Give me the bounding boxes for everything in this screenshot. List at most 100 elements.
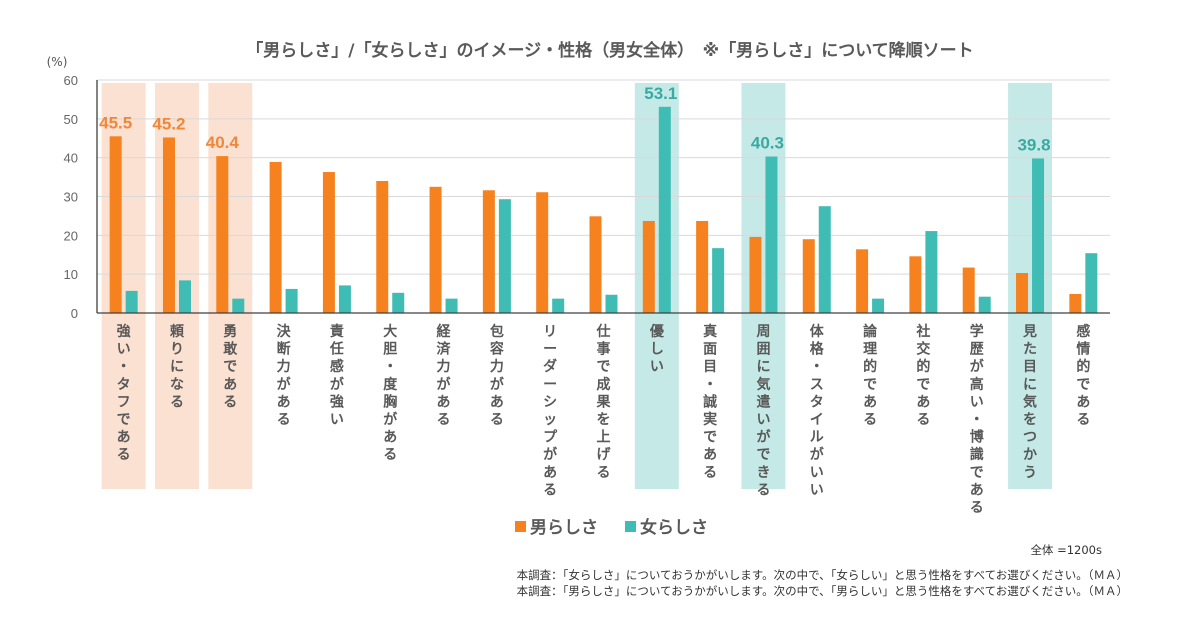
category-label-char: あ <box>916 394 930 410</box>
legend-swatch-female <box>625 521 636 532</box>
highlight-band <box>634 83 679 489</box>
category-label-char: 囲 <box>756 342 770 358</box>
category-label-char: が <box>543 446 558 463</box>
bar-male <box>322 172 335 313</box>
category-label-char: あ <box>863 394 877 410</box>
category-label-char: る <box>383 447 397 463</box>
category-label-char: 仕 <box>596 323 611 340</box>
category-label-char: い <box>117 342 131 358</box>
y-tick-label: 50 <box>64 112 78 127</box>
category-label-char: あ <box>277 394 291 410</box>
category-label-char: 経 <box>437 323 452 340</box>
y-tick-label: 20 <box>64 228 78 243</box>
category-label-char: る <box>597 465 611 481</box>
category-label-char: ー <box>543 377 557 393</box>
category-label-char: る <box>1076 412 1090 428</box>
category-label-char: 実 <box>703 411 717 428</box>
category-label-char: 胆 <box>383 342 397 358</box>
category-label-char: が <box>330 376 345 393</box>
category-label-char: 誠 <box>703 393 717 410</box>
bar-male <box>1069 293 1082 313</box>
category-label-char: 決 <box>277 323 292 340</box>
category-label-char: を <box>597 412 611 428</box>
category-label-char: る <box>437 412 451 428</box>
category-label-char: ・ <box>117 359 131 375</box>
data-label: 45.5 <box>99 113 132 132</box>
category-label-char: 力 <box>437 358 451 375</box>
bars <box>109 106 1098 313</box>
category-label-char: で <box>863 377 877 393</box>
category-label-char: る <box>756 482 770 498</box>
bar-male <box>429 186 442 313</box>
y-tick-label: 0 <box>71 306 78 321</box>
bar-male <box>162 137 175 313</box>
category-label-char: 論 <box>863 323 878 340</box>
y-tick-label: 10 <box>64 267 78 282</box>
category-label-char: タ <box>810 394 824 410</box>
category-label-char: 的 <box>1076 358 1090 375</box>
category-label-char: あ <box>970 482 984 498</box>
bar-female <box>925 231 938 313</box>
category-label-char: 感 <box>330 358 344 375</box>
category-label-char: ダ <box>543 358 557 375</box>
bar-female <box>1085 253 1098 313</box>
bar-female <box>658 106 671 313</box>
category-label-char: な <box>170 377 184 393</box>
bar-male <box>962 267 975 313</box>
y-axis-ticks: 0 10 20 30 40 50 60 <box>64 73 78 321</box>
bar-female <box>445 298 458 313</box>
category-label-char: る <box>703 465 717 481</box>
highlight-band <box>1008 83 1053 489</box>
category-label-char: 断 <box>277 341 291 358</box>
y-axis-unit: (%) <box>47 55 68 69</box>
category-label-char: 上 <box>597 430 611 446</box>
category-label-char: を <box>1023 412 1037 428</box>
category-label-char: る <box>223 394 237 410</box>
bar-male <box>536 192 549 313</box>
category-label-char: る <box>170 394 184 410</box>
category-label-char: で <box>1076 377 1090 393</box>
bar-female <box>872 298 885 313</box>
bar-male <box>376 180 389 313</box>
category-label-char: 大 <box>383 323 397 340</box>
category-label-char: 学 <box>970 323 984 340</box>
category-label-char: る <box>490 412 504 428</box>
legend-swatch-male <box>515 521 526 532</box>
category-label-char: で <box>597 359 611 375</box>
category-label-char: か <box>1023 447 1037 463</box>
category-label-char: 容 <box>489 341 504 358</box>
category-label-char: 高 <box>970 376 984 393</box>
bar-male <box>802 239 815 313</box>
category-label-char: 真 <box>703 323 717 340</box>
category-label-char: 勇 <box>223 324 237 340</box>
bar-male <box>482 190 495 313</box>
legend-label-female: 女らしさ <box>640 517 708 538</box>
category-label-char: 優 <box>649 323 665 340</box>
y-tick-label: 30 <box>64 190 78 205</box>
category-label-char: 的 <box>916 358 930 375</box>
category-label-char: い <box>650 359 664 375</box>
category-label-char: 感 <box>1076 323 1090 340</box>
category-label-char: ッ <box>543 412 557 428</box>
chart-title: 「男らしさ」/「女らしさ」のイメージ・性格（男女全体） ※「男らしさ」について降… <box>246 40 973 61</box>
category-label-char: 任 <box>329 341 344 358</box>
bar-male <box>109 136 122 313</box>
category-label-char: に <box>1023 377 1037 393</box>
category-label-char: 周 <box>756 324 770 340</box>
category-label-char: タ <box>117 377 131 393</box>
bar-female <box>232 298 245 313</box>
category-label-char: つ <box>1023 430 1037 446</box>
category-label-char: 力 <box>490 358 504 375</box>
category-label-char: 理 <box>863 342 877 358</box>
category-label-char: ー <box>543 342 557 358</box>
category-label-char: 体 <box>810 323 825 340</box>
